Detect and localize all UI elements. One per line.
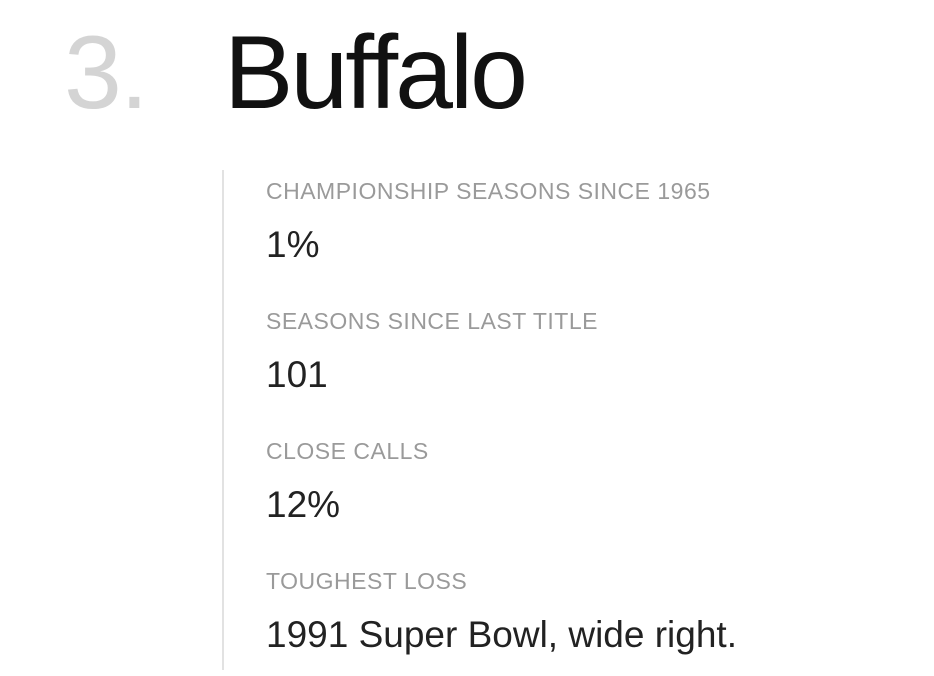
stat-value: 12% bbox=[266, 484, 341, 525]
stat-seasons-since-title: SEASONS SINCE LAST TITLE 101 bbox=[266, 307, 598, 396]
stat-label: SEASONS SINCE LAST TITLE bbox=[266, 308, 598, 334]
stats-list: CHAMPIONSHIP SEASONS SINCE 1965 1% SEASO… bbox=[222, 170, 914, 670]
stat-toughest-loss: TOUGHEST LOSS 1991 Super Bowl, wide righ… bbox=[266, 567, 737, 656]
stat-value: 1% bbox=[266, 224, 320, 265]
rank-number: 3. bbox=[64, 15, 149, 131]
team-name: Buffalo bbox=[224, 15, 528, 131]
stat-value: 101 bbox=[266, 354, 328, 395]
stat-value: 1991 Super Bowl, wide right. bbox=[266, 614, 737, 655]
stat-championship-seasons: CHAMPIONSHIP SEASONS SINCE 1965 1% bbox=[266, 177, 711, 266]
stat-label: CLOSE CALLS bbox=[266, 438, 429, 464]
stat-label: CHAMPIONSHIP SEASONS SINCE 1965 bbox=[266, 178, 711, 204]
stat-close-calls: CLOSE CALLS 12% bbox=[266, 437, 429, 526]
stat-label: TOUGHEST LOSS bbox=[266, 568, 468, 594]
team-header: 3. Buffalo bbox=[0, 0, 934, 150]
